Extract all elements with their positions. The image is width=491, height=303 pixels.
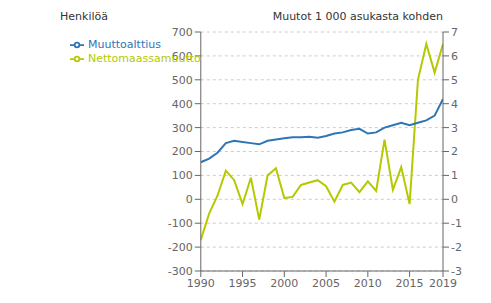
svg-text:2005: 2005 — [312, 277, 340, 290]
svg-text:2000: 2000 — [270, 277, 298, 290]
svg-text:0: 0 — [186, 193, 193, 206]
svg-text:-200: -200 — [168, 241, 193, 254]
svg-text:3: 3 — [451, 122, 458, 135]
svg-text:4: 4 — [451, 98, 458, 111]
svg-text:300: 300 — [172, 122, 193, 135]
svg-text:500: 500 — [172, 74, 193, 87]
svg-text:-2: -2 — [451, 241, 462, 254]
svg-text:-3: -3 — [451, 265, 462, 278]
svg-text:-1: -1 — [451, 217, 462, 230]
svg-text:0: 0 — [451, 193, 458, 206]
svg-text:600: 600 — [172, 50, 193, 63]
svg-text:1990: 1990 — [187, 277, 215, 290]
svg-text:-300: -300 — [168, 265, 193, 278]
svg-text:2015: 2015 — [396, 277, 424, 290]
svg-text:2: 2 — [451, 145, 458, 158]
svg-text:400: 400 — [172, 98, 193, 111]
svg-text:100: 100 — [172, 169, 193, 182]
svg-text:7: 7 — [451, 26, 458, 39]
svg-text:6: 6 — [451, 50, 458, 63]
svg-text:2019: 2019 — [429, 277, 457, 290]
svg-text:700: 700 — [172, 26, 193, 39]
svg-text:-100: -100 — [168, 217, 193, 230]
svg-text:200: 200 — [172, 145, 193, 158]
svg-text:1995: 1995 — [229, 277, 257, 290]
svg-text:1: 1 — [451, 169, 458, 182]
svg-text:5: 5 — [451, 74, 458, 87]
svg-text:2010: 2010 — [354, 277, 382, 290]
